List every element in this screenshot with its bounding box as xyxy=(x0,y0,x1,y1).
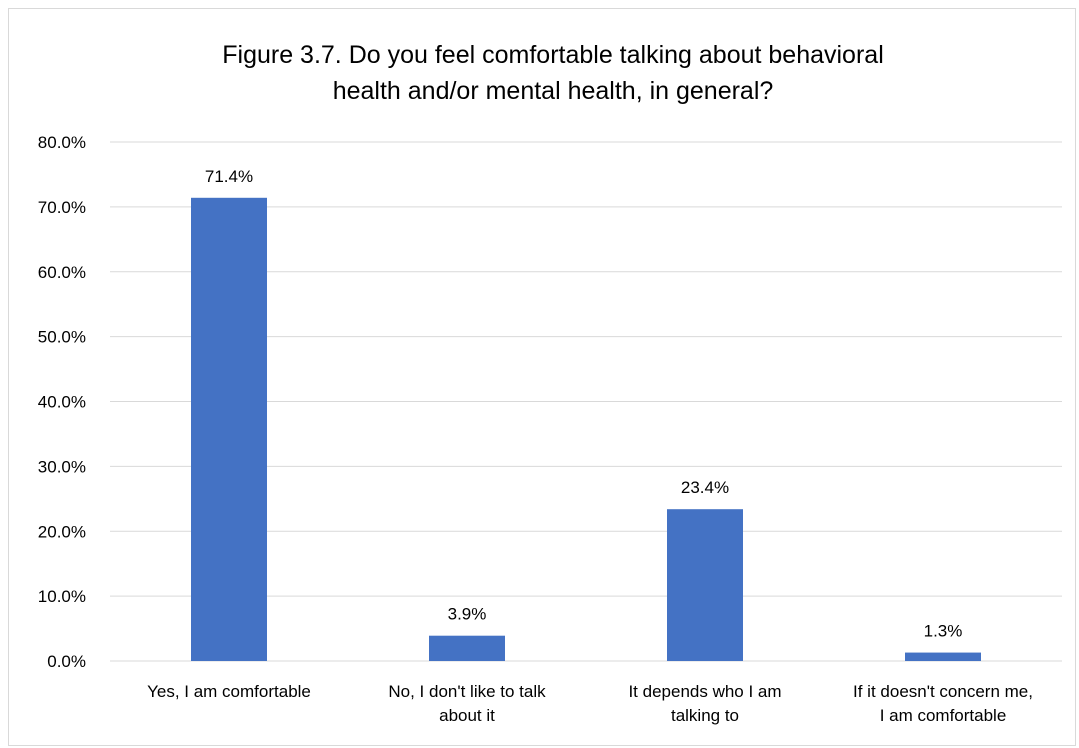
bar xyxy=(905,652,981,661)
bar xyxy=(191,197,267,662)
data-label: 3.9% xyxy=(448,605,487,624)
y-tick-label: 40.0% xyxy=(38,393,86,412)
chart-title-line: health and/or mental health, in general? xyxy=(333,77,774,105)
x-tick-label: I am comfortable xyxy=(880,706,1007,725)
data-label: 1.3% xyxy=(924,622,963,641)
data-label: 23.4% xyxy=(681,478,729,497)
x-tick-label: No, I don't like to talk xyxy=(388,682,546,701)
y-tick-label: 20.0% xyxy=(38,522,86,541)
y-tick-label: 30.0% xyxy=(38,457,86,476)
bar xyxy=(667,509,743,661)
bar xyxy=(429,635,505,661)
x-tick-label: Yes, I am comfortable xyxy=(147,682,311,701)
y-tick-label: 50.0% xyxy=(38,328,86,347)
chart-title-line: Figure 3.7. Do you feel comfortable talk… xyxy=(222,41,884,69)
data-label: 71.4% xyxy=(205,167,253,186)
y-tick-label: 70.0% xyxy=(38,198,86,217)
y-tick-label: 0.0% xyxy=(47,652,86,671)
y-tick-label: 80.0% xyxy=(38,133,86,152)
x-tick-label: It depends who I am xyxy=(628,682,781,701)
x-tick-label: talking to xyxy=(671,706,739,725)
y-tick-label: 60.0% xyxy=(38,263,86,282)
x-tick-label: about it xyxy=(439,706,495,725)
y-tick-label: 10.0% xyxy=(38,587,86,606)
chart-frame xyxy=(8,8,1076,746)
x-tick-label: If it doesn't concern me, xyxy=(853,682,1033,701)
